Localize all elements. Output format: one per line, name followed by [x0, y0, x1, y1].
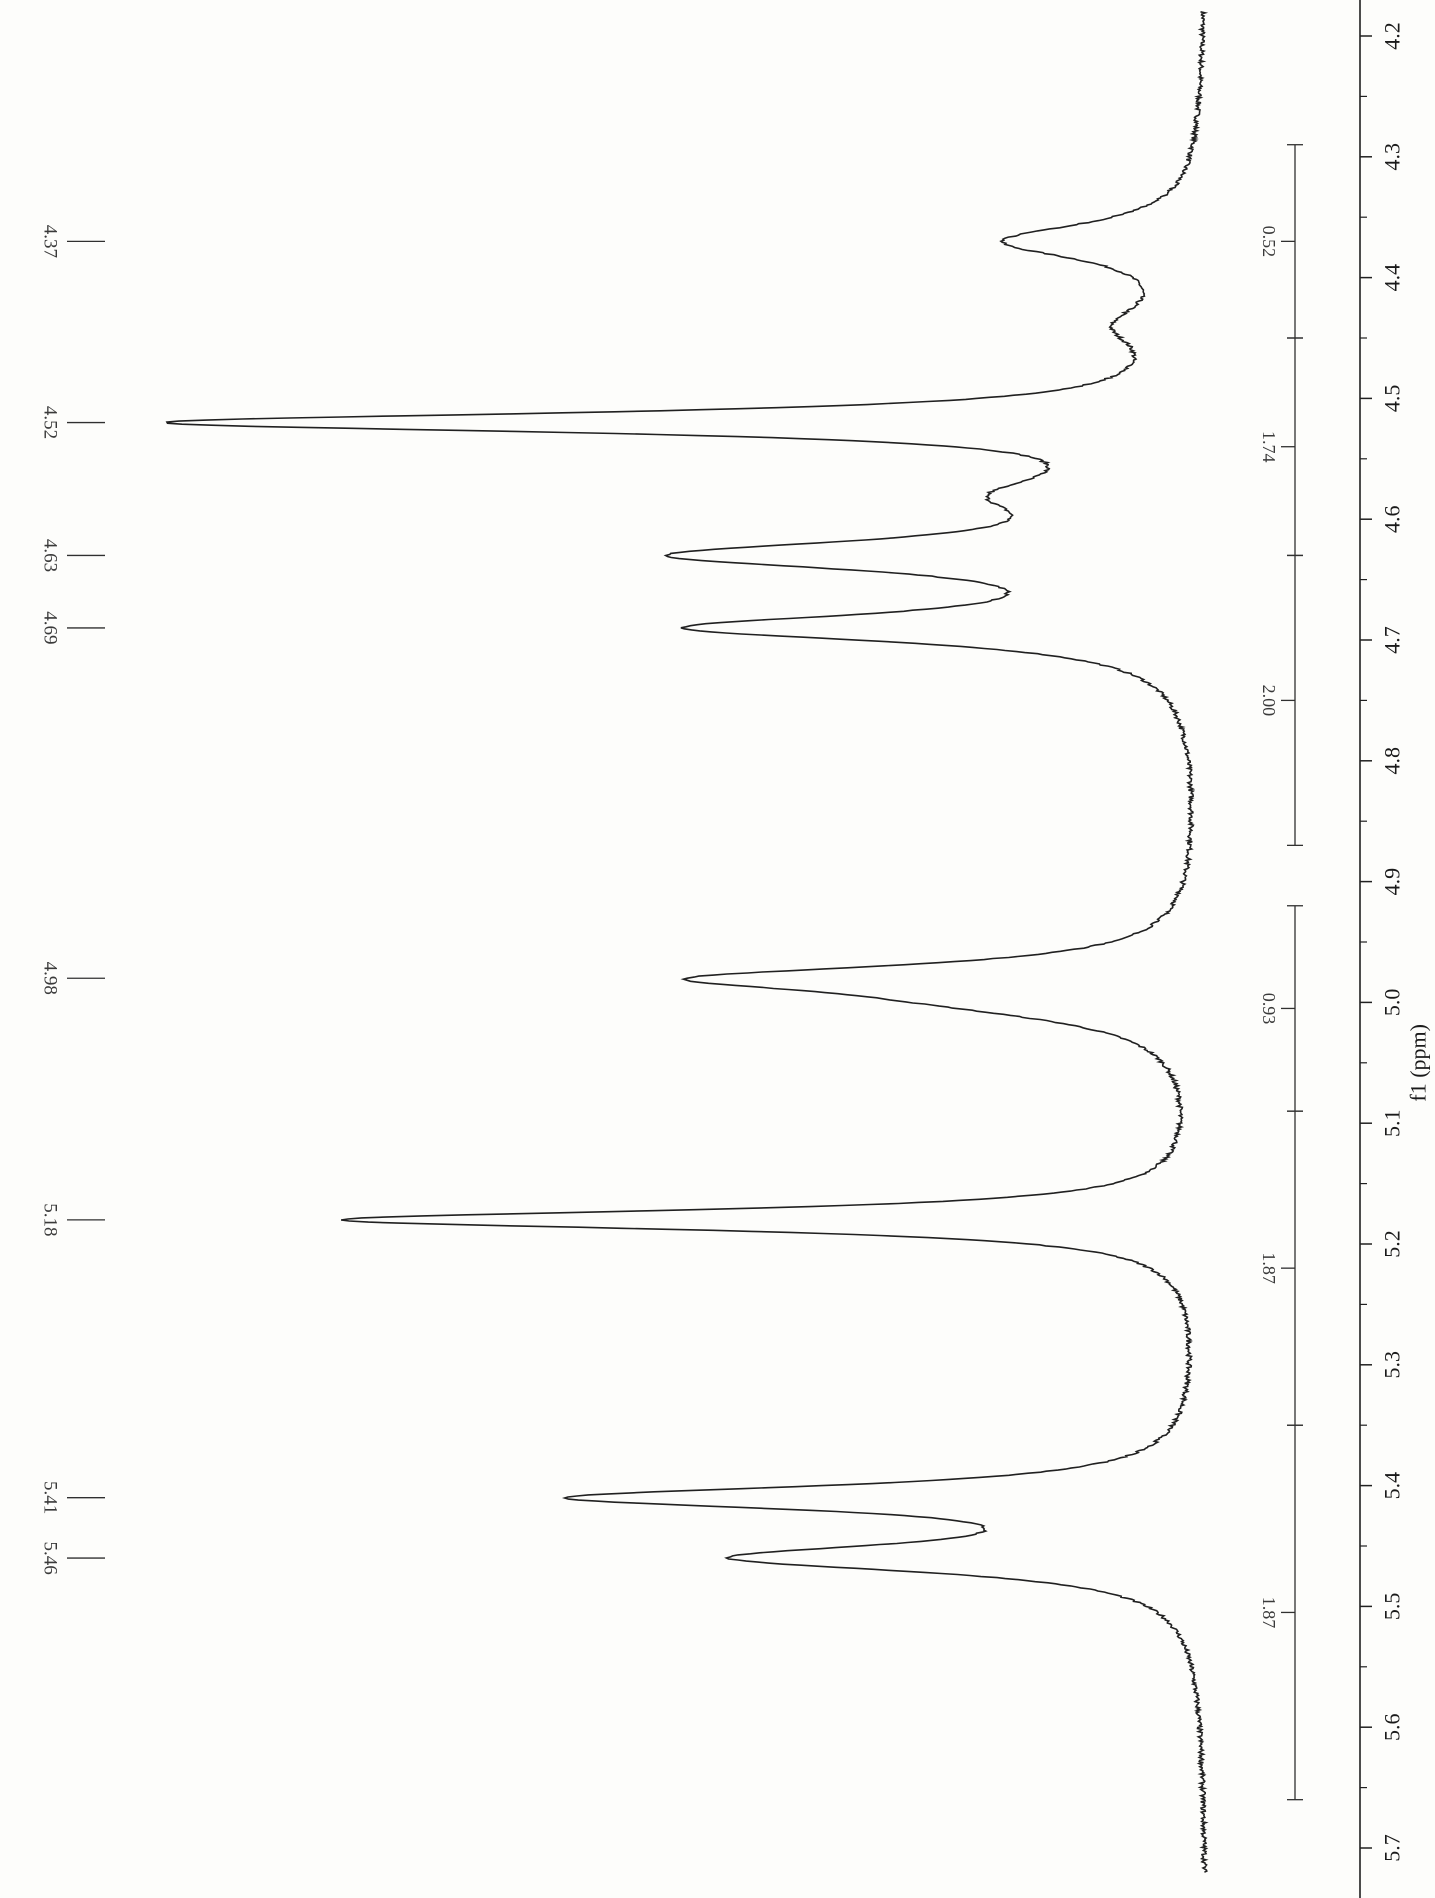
peak-label: 5.41: [40, 1481, 105, 1514]
integral-value-label: 0.52: [1259, 226, 1279, 257]
x-axis-label: f1 (ppm): [1406, 1024, 1431, 1102]
x-tick-label: 4.7: [1380, 626, 1405, 654]
peak-label: 4.63: [40, 539, 105, 572]
peak-shift-label: 5.46: [40, 1541, 61, 1574]
x-tick-label: 4.2: [1380, 22, 1405, 50]
x-axis-ticks: 4.2 4.3 4.4 4.5 4.6 4.7 4.8 4.9 5.0 5.1 5.2 5.3 5.4 5…: [1360, 22, 1405, 1862]
peak-label: 4.98: [40, 962, 105, 995]
integral-value-label: 1.74: [1259, 431, 1279, 463]
x-tick-label: 5.3: [1380, 1351, 1405, 1379]
x-tick-label: 4.6: [1380, 505, 1405, 533]
integral-value-label: 1.87: [1259, 1252, 1279, 1284]
x-tick-label: 5.7: [1380, 1834, 1405, 1862]
peak-shift-label: 4.69: [40, 611, 61, 644]
x-tick-label: 5.6: [1380, 1713, 1405, 1741]
integral-region: 1.87: [1259, 1424, 1303, 1801]
x-tick-label: 5.0: [1380, 989, 1405, 1017]
integral-region: 0.52: [1259, 144, 1303, 339]
integral-region: 1.87: [1259, 1110, 1303, 1426]
x-tick-label: 4.8: [1380, 747, 1405, 775]
peak-shift-label: 5.41: [40, 1481, 61, 1514]
x-tick-label: 5.2: [1380, 1230, 1405, 1258]
x-tick-label: 4.4: [1380, 264, 1405, 292]
peak-label-markers: 4.37 4.52 4.63 4.69 4.98 5.18 5.41 5.46: [40, 225, 105, 1575]
peak-shift-label: 4.98: [40, 962, 61, 995]
x-tick-label: 4.3: [1380, 143, 1405, 171]
peak-shift-label: 4.37: [40, 225, 61, 258]
peak-shift-label: 4.52: [40, 406, 61, 439]
integral-value-label: 0.93: [1259, 993, 1279, 1024]
x-tick-label: 4.5: [1380, 385, 1405, 413]
x-tick-label: 5.5: [1380, 1593, 1405, 1621]
integral-bars: 0.52 1.74 2.00 0.93 1.87 1.87: [1259, 144, 1303, 1801]
peak-label: 4.37: [40, 225, 105, 258]
integral-region: 2.00: [1259, 554, 1303, 847]
integral-value-label: 1.87: [1259, 1597, 1279, 1629]
peak-label: 4.52: [40, 406, 105, 439]
spectrum-trace: [165, 11, 1209, 1873]
integral-region: 1.74: [1259, 337, 1303, 557]
x-tick-label: 4.9: [1380, 868, 1405, 896]
peak-label: 5.46: [40, 1541, 105, 1575]
x-tick-label: 5.1: [1380, 1109, 1405, 1137]
peak-label: 4.69: [40, 611, 105, 645]
peak-shift-label: 4.63: [40, 539, 61, 572]
integral-region: 0.93: [1259, 905, 1303, 1112]
peak-shift-label: 5.18: [40, 1203, 61, 1236]
peak-label: 5.18: [40, 1203, 105, 1236]
integral-value-label: 2.00: [1259, 685, 1279, 717]
x-tick-label: 5.4: [1380, 1472, 1405, 1500]
